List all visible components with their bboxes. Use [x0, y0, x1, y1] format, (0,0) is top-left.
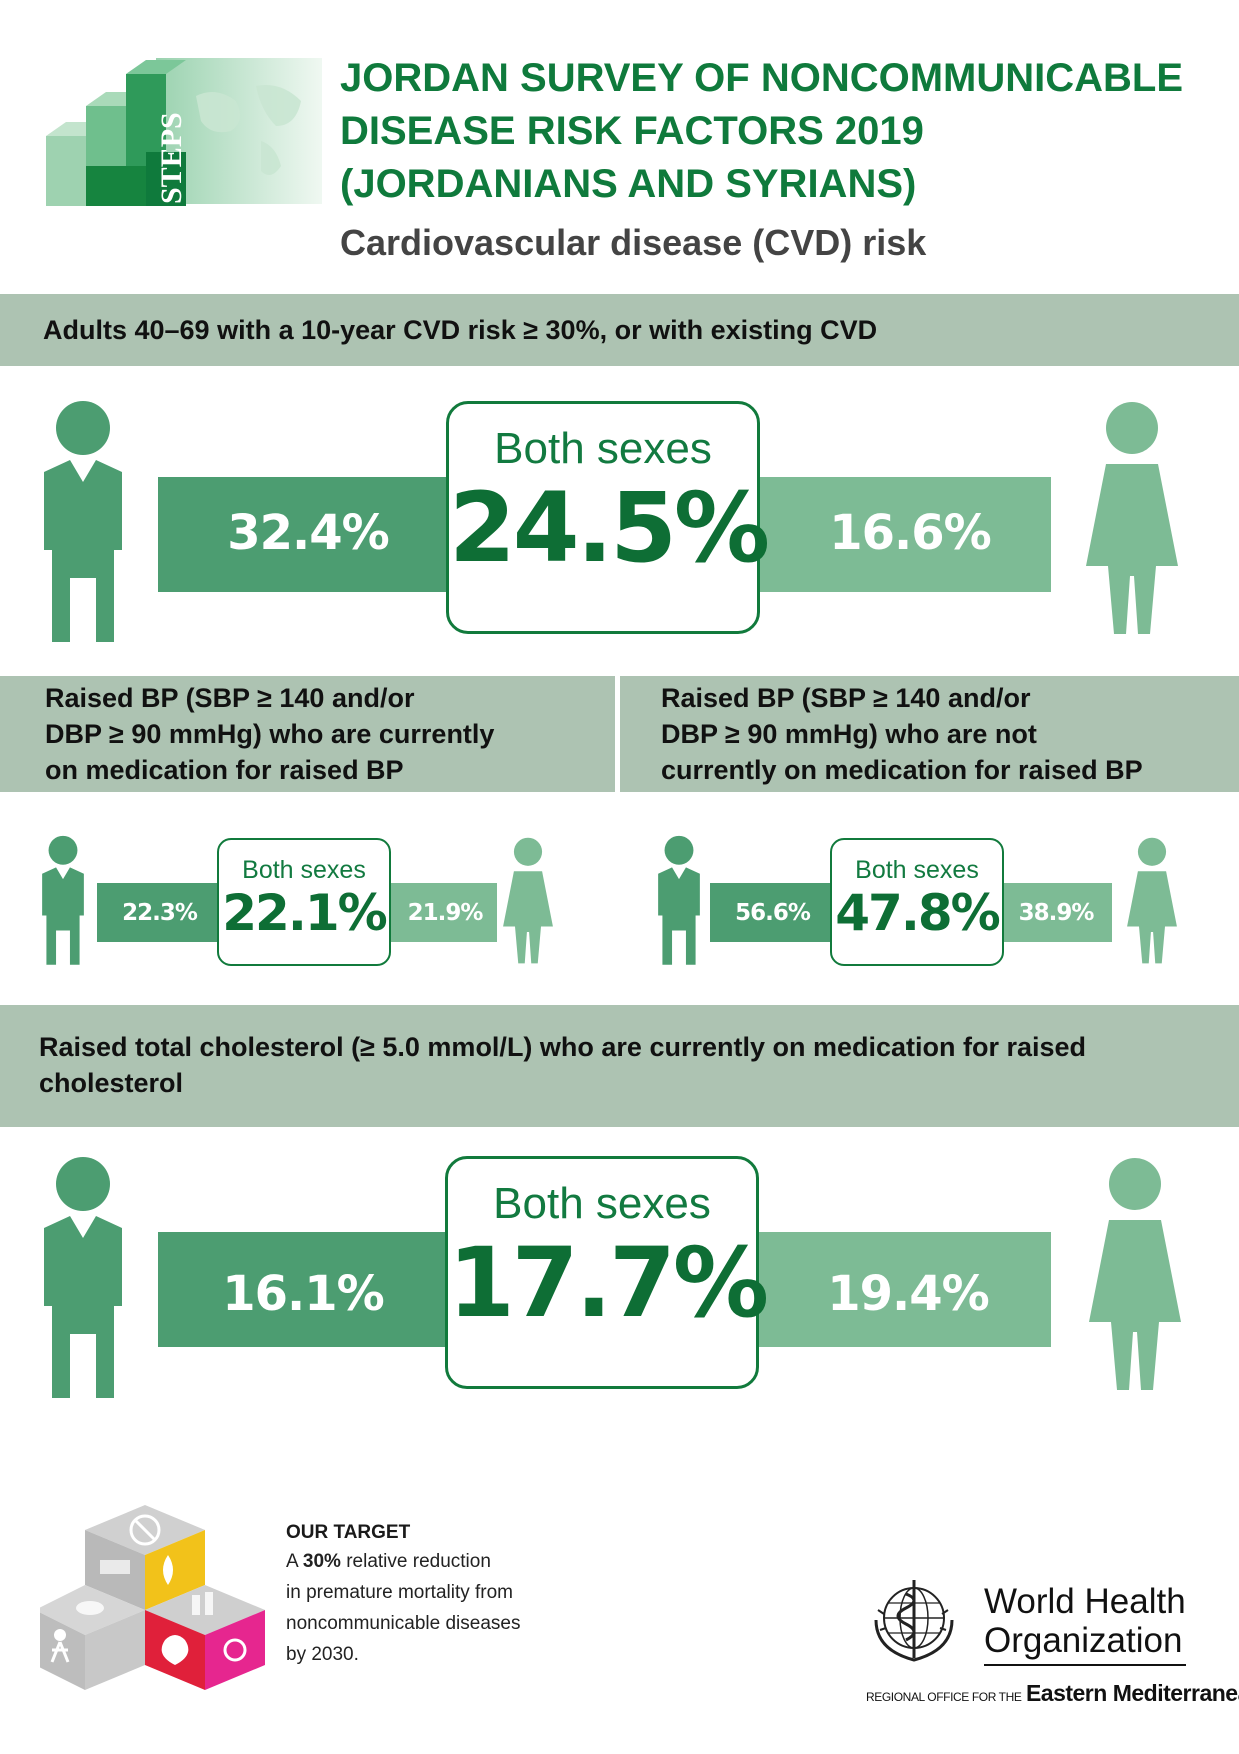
- target-line-1-prefix: A: [286, 1551, 303, 1572]
- chol-female-figure-icon: [1089, 1158, 1181, 1390]
- chol-male-value: 16.1%: [222, 1266, 385, 1322]
- chol-male-figure-icon: [44, 1157, 122, 1398]
- chol-heading-line-1: Raised total cholesterol (≥ 5.0 mmol/L) …: [39, 1032, 1087, 1062]
- bp-nomed-heading-line-1: Raised BP (SBP ≥ 140 and/or: [661, 683, 1031, 713]
- cvd-heading-band: Adults 40–69 with a 10-year CVD risk ≥ 3…: [0, 294, 1239, 366]
- bp-nomed-heading: Raised BP (SBP ≥ 140 and/or DBP ≥ 90 mmH…: [661, 680, 1143, 788]
- bp-med-female-value: 21.9%: [407, 900, 484, 926]
- bp-nomed-male-value: 56.6%: [735, 900, 811, 926]
- target-heading: OUR TARGET: [286, 1522, 411, 1543]
- bp-nomed-female-bar: [1000, 883, 1112, 942]
- title-line-3: (JORDANIANS AND SYRIANS): [340, 162, 917, 206]
- steps-logo-text: STEPS: [155, 112, 188, 204]
- target-line-4: by 2030.: [286, 1644, 359, 1665]
- target-block: OUR TARGET A 30% relative reduction in p…: [286, 1522, 586, 1670]
- target-percent: 30%: [302, 1551, 341, 1572]
- target-line-1-rest: relative reduction: [340, 1551, 491, 1572]
- bp-nomed-both-label: Both sexes: [855, 856, 979, 884]
- bp-med-heading-band: Raised BP (SBP ≥ 140 and/or DBP ≥ 90 mmH…: [0, 676, 615, 792]
- who-regional-prefix: REGIONAL OFFICE FOR THE: [866, 1690, 1022, 1704]
- target-line-1: A 30% relative reduction: [286, 1546, 586, 1577]
- cvd-both-label: Both sexes: [494, 424, 712, 473]
- bp-nomed-both-value: 47.8%: [835, 884, 1000, 942]
- chol-female-bar: [755, 1232, 1051, 1347]
- bp-nomed-female-value: 38.9%: [1018, 900, 1095, 926]
- bp-med-both-label: Both sexes: [242, 856, 366, 884]
- cvd-both-value: 24.5%: [449, 472, 770, 584]
- cvd-male-bar: [158, 477, 448, 592]
- bp-nomed-heading-band: Raised BP (SBP ≥ 140 and/or DBP ≥ 90 mmH…: [620, 676, 1239, 792]
- female-figure-icon: [1086, 402, 1178, 634]
- bp-nomed-female-figure-icon: [1127, 837, 1177, 964]
- cvd-male-value: 32.4%: [227, 505, 390, 561]
- chol-male-bar: [158, 1232, 448, 1347]
- page-subtitle: Cardiovascular disease (CVD) risk: [340, 222, 927, 263]
- cvd-female-value: 16.6%: [829, 505, 992, 561]
- cvd-heading: Adults 40–69 with a 10-year CVD risk ≥ 3…: [43, 315, 878, 345]
- who-name-line-2: Organization: [984, 1621, 1186, 1666]
- ncd-cubes-icon: [40, 1505, 265, 1690]
- bp-med-male-bar: [97, 883, 219, 942]
- target-line-3: noncommunicable diseases: [286, 1613, 521, 1634]
- bp-nomed-heading-line-2: DBP ≥ 90 mmHg) who are not: [661, 719, 1037, 749]
- who-emblem-icon: [874, 1580, 954, 1662]
- steps-logo-graphic: STEPS: [46, 58, 322, 206]
- bp-med-heading-line-2: DBP ≥ 90 mmHg) who are currently: [45, 719, 495, 749]
- page-title: JORDAN SURVEY OF NONCOMMUNICABLE DISEASE…: [340, 52, 1220, 211]
- chol-both-label: Both sexes: [493, 1179, 711, 1228]
- chol-heading: Raised total cholesterol (≥ 5.0 mmol/L) …: [39, 1029, 1219, 1101]
- bp-med-heading: Raised BP (SBP ≥ 140 and/or DBP ≥ 90 mmH…: [45, 680, 494, 788]
- bp-med-male-figure-icon: [42, 835, 84, 965]
- bp-med-male-value: 22.3%: [122, 900, 198, 926]
- cvd-both-box: Both sexes 24.5%: [446, 401, 770, 634]
- title-line-2: DISEASE RISK FACTORS 2019: [340, 109, 924, 153]
- chol-female-value: 19.4%: [827, 1266, 990, 1322]
- bp-med-heading-line-3: on medication for raised BP: [45, 755, 404, 785]
- chol-both-box: Both sexes 17.7%: [445, 1156, 769, 1389]
- cvd-female-bar: [755, 477, 1051, 592]
- chol-heading-line-2: cholesterol: [39, 1068, 184, 1098]
- bp-nomed-male-figure-icon: [658, 835, 700, 965]
- male-figure-icon: [44, 401, 122, 642]
- bp-med-female-bar: [385, 883, 497, 942]
- who-name: World Health Organization: [984, 1582, 1186, 1666]
- title-line-1: JORDAN SURVEY OF NONCOMMUNICABLE: [340, 56, 1184, 100]
- who-regional-name: Eastern Mediterranean: [1025, 1680, 1239, 1706]
- target-line-2: in premature mortality from: [286, 1582, 514, 1603]
- chol-heading-band: Raised total cholesterol (≥ 5.0 mmol/L) …: [0, 1005, 1239, 1127]
- who-regional: REGIONAL OFFICE FOR THE Eastern Mediterr…: [866, 1680, 1239, 1707]
- who-name-line-1: World Health: [984, 1582, 1186, 1621]
- bp-med-both-value: 22.1%: [222, 884, 387, 942]
- bp-med-heading-line-1: Raised BP (SBP ≥ 140 and/or: [45, 683, 415, 713]
- chol-both-value: 17.7%: [448, 1227, 769, 1339]
- bp-med-female-figure-icon: [503, 837, 553, 964]
- bp-med-both-box: Both sexes 22.1%: [217, 838, 391, 966]
- bp-nomed-male-bar: [710, 883, 832, 942]
- bp-nomed-heading-line-3: currently on medication for raised BP: [661, 755, 1143, 785]
- bp-nomed-both-box: Both sexes 47.8%: [830, 838, 1004, 966]
- steps-logo: STEPS: [46, 56, 322, 206]
